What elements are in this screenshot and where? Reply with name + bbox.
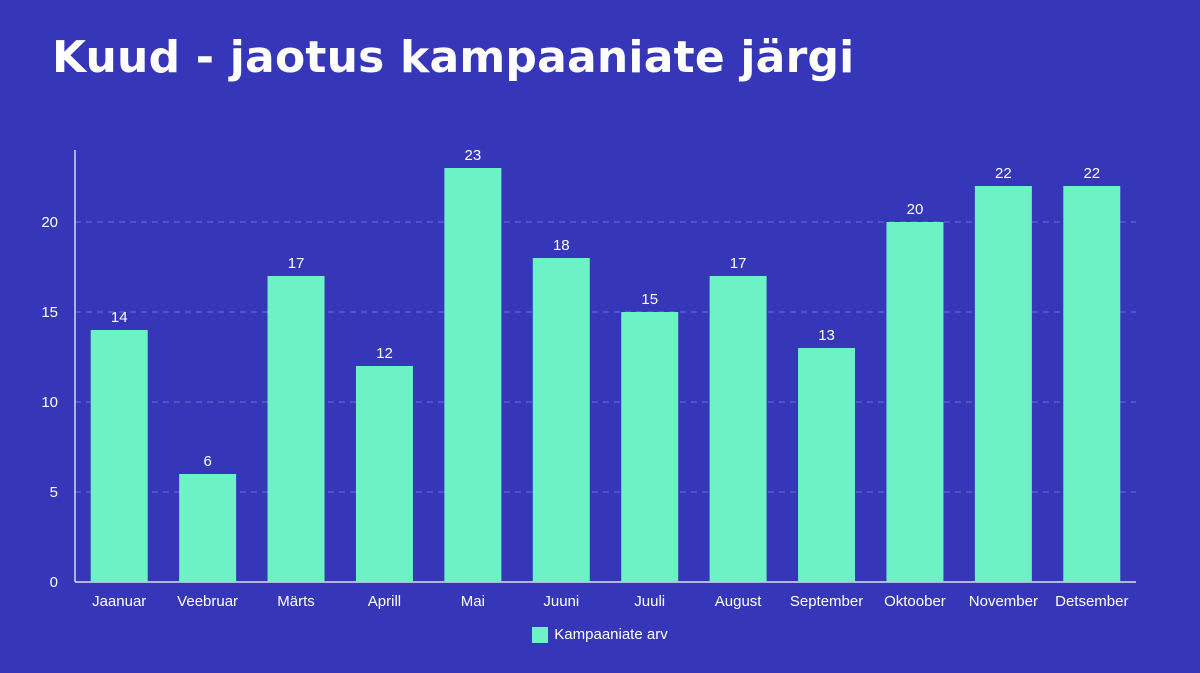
data-label: 22 xyxy=(995,165,1012,182)
data-label: 22 xyxy=(1083,165,1100,182)
data-label: 17 xyxy=(730,255,747,272)
page-title: Kuud - jaotus kampaaniate järgi xyxy=(52,32,855,83)
bar-oktoober xyxy=(886,222,944,582)
bar-november xyxy=(974,186,1032,582)
y-tick-label: 20 xyxy=(41,214,58,231)
x-tick-label: Juuni xyxy=(543,593,579,610)
data-label: 15 xyxy=(641,291,658,308)
data-label: 23 xyxy=(465,147,482,164)
data-label: 13 xyxy=(818,327,835,344)
bar-detsember xyxy=(1063,186,1121,582)
x-tick-label: Märts xyxy=(277,593,315,610)
chart-legend: Kampaaniate arv xyxy=(0,626,1200,643)
x-tick-label: Jaanuar xyxy=(92,593,146,610)
x-tick-label: November xyxy=(969,593,1038,610)
bar-juuni xyxy=(532,258,590,582)
y-tick-label: 0 xyxy=(50,574,58,591)
y-tick-label: 10 xyxy=(41,394,58,411)
bar-august xyxy=(709,276,767,582)
x-tick-label: Detsember xyxy=(1055,593,1128,610)
bar-veebruar xyxy=(179,474,237,582)
x-tick-label: September xyxy=(790,593,863,610)
legend-label: Kampaaniate arv xyxy=(554,626,668,643)
bar-mai xyxy=(444,168,502,582)
bar-märts xyxy=(267,276,325,582)
x-tick-label: Mai xyxy=(461,593,485,610)
x-tick-label: Juuli xyxy=(634,593,665,610)
x-tick-label: Veebruar xyxy=(177,593,238,610)
legend-swatch xyxy=(532,626,549,643)
bar-chart: 0 5 10 15 20 14 Jaanuar 6 Veebruar 17 Märts 12 April… xyxy=(41,147,1136,610)
data-label: 14 xyxy=(111,309,128,326)
y-tick-label: 15 xyxy=(41,304,58,321)
x-tick-label: August xyxy=(715,593,763,610)
data-label: 20 xyxy=(907,201,924,218)
data-label: 17 xyxy=(288,255,305,272)
bar-aprill xyxy=(355,366,413,582)
bar-september xyxy=(798,348,856,582)
x-tick-label: Oktoober xyxy=(884,593,946,610)
bar-jaanuar xyxy=(90,330,148,582)
data-label: 18 xyxy=(553,237,570,254)
x-tick-label: Aprill xyxy=(368,593,401,610)
data-label: 12 xyxy=(376,345,393,362)
data-label: 6 xyxy=(203,453,211,470)
y-tick-label: 5 xyxy=(50,484,58,501)
bar-juuli xyxy=(621,312,679,582)
